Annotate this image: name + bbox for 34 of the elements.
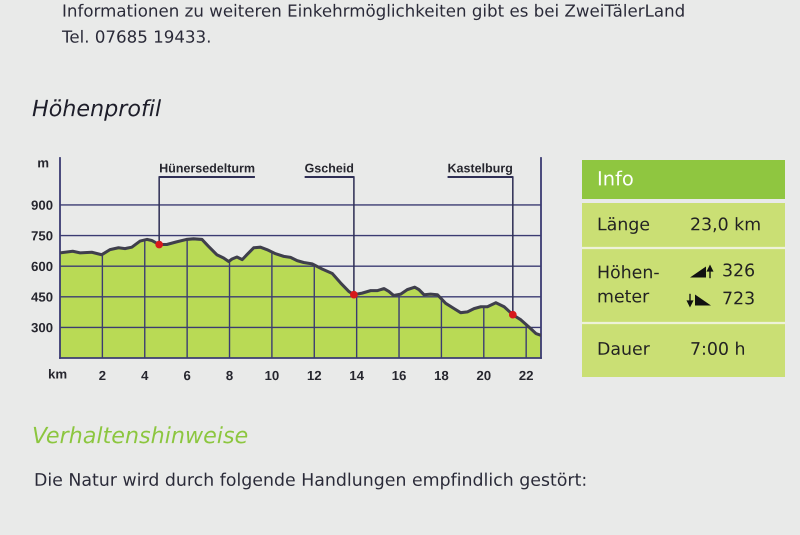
x-tick-label: 2 [99,370,106,380]
text: Länge [598,217,650,234]
x-tick-label: 22 [519,370,533,380]
x-tick-label: 6 [184,370,190,380]
x-tick-label: 20 [476,370,491,380]
x-tick-label: 8 [226,370,233,380]
text: Die Natur wird durch folgende Handlungen empfindlich gestört: [36,472,586,490]
annotation: Gscheid [305,163,354,173]
y-tick-label: 450 [31,292,53,302]
y-tick-label: 300 [31,322,53,332]
annotation: Hünersedelturm [160,163,254,173]
text: Höhen- meter [598,265,659,303]
text: Informationen zu weiteren Einkehrmöglichkeiten gibt es bei ZweiTälerLand [64,4,684,20]
y-tick-label: 600 [32,262,53,272]
chart-title: Höhenprofil [32,99,162,121]
x-axis-title: km [48,369,66,379]
x-tick-label: 16 [392,370,406,380]
x-tick-label: 12 [308,370,322,380]
x-tick-label: 14 [350,370,364,380]
text: Info [598,170,633,186]
text: Dauer [598,342,650,356]
y-axis-title: m [38,160,48,168]
text: 23,0 km [691,217,760,232]
text: 723 [723,291,754,305]
x-tick-label: 18 [434,370,448,380]
x-tick-label: 4 [141,370,148,380]
text: Verhaltenshinweise [34,426,248,444]
text: 326 [723,263,754,277]
y-tick-label: 750 [32,231,53,240]
text: 7:00 h [691,342,744,356]
text: Tel. 07685 19433. [62,30,210,43]
annotation: Kastelburg [448,163,512,175]
x-tick-label: 10 [265,370,279,380]
y-tick-label: 900 [32,200,53,210]
